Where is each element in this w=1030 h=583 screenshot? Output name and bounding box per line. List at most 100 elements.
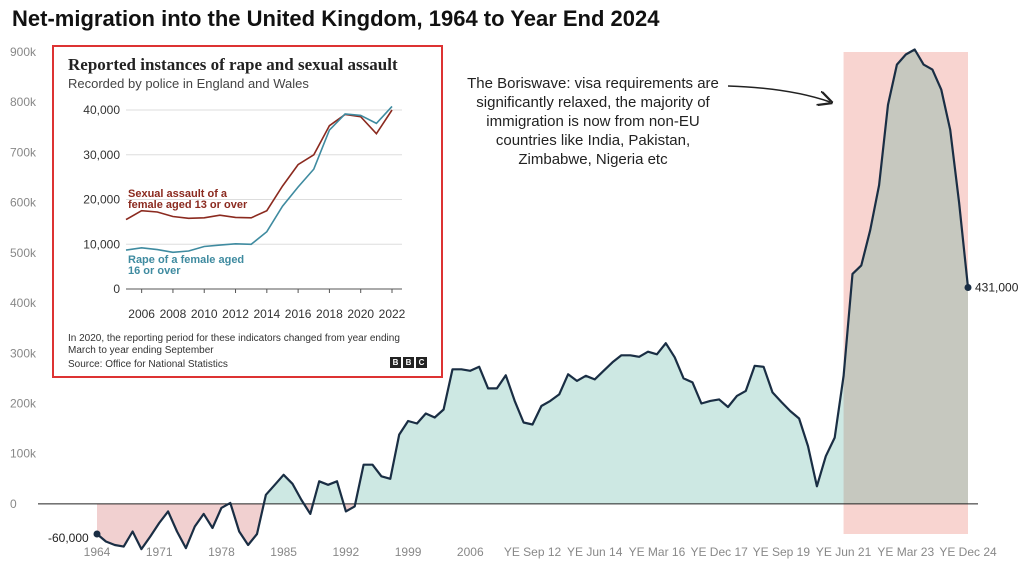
- data-point: [505, 374, 507, 376]
- inset-x-tick-label: 2012: [222, 307, 249, 321]
- data-point: [629, 354, 631, 356]
- inset-chart-panel: Reported instances of rape and sexual as…: [52, 45, 443, 378]
- end-value-label: 431,000: [975, 280, 1019, 294]
- x-tick-label: YE Dec 17: [690, 545, 748, 559]
- data-point: [149, 535, 151, 538]
- data-point: [620, 354, 622, 356]
- x-tick-label: 1964: [84, 545, 111, 559]
- x-tick-label: 1978: [208, 545, 235, 559]
- data-point: [665, 342, 667, 344]
- inset-title: Reported instances of rape and sexual as…: [68, 55, 398, 74]
- x-tick-label: YE Dec 24: [939, 545, 997, 559]
- page-title: Net-migration into the United Kingdom, 1…: [12, 6, 660, 31]
- data-point: [603, 370, 605, 372]
- inset-y-tick-label: 0: [113, 282, 120, 296]
- data-point: [745, 390, 747, 392]
- inset-series-label: Sexual assault of a: [128, 188, 228, 200]
- data-point: [185, 547, 187, 549]
- y-tick-label: 300k: [10, 346, 37, 360]
- y-tick-label: 800k: [10, 95, 37, 109]
- inset-series-label: Rape of a female aged: [128, 254, 244, 266]
- data-point: [256, 533, 258, 535]
- x-tick-label: YE Sep 12: [504, 545, 562, 559]
- data-point: [131, 530, 134, 533]
- inset-source: Source: Office for National Statistics: [68, 359, 228, 370]
- data-point: [558, 393, 560, 396]
- data-point: [771, 391, 774, 394]
- annotation-arrow: [727, 85, 830, 102]
- data-point: [238, 530, 240, 533]
- data-point: [869, 229, 871, 231]
- data-point: [176, 530, 178, 533]
- data-point: [345, 510, 347, 513]
- data-point: [905, 53, 907, 56]
- data-point: [754, 365, 756, 367]
- data-point: [691, 381, 694, 383]
- data-point: [478, 366, 480, 368]
- data-point: [958, 202, 960, 204]
- data-point: [540, 405, 542, 407]
- data-point: [842, 375, 845, 377]
- data-point: [531, 423, 534, 426]
- inset-y-tick-label: 20,000: [83, 193, 120, 207]
- bbc-logo-letter: B: [403, 357, 414, 368]
- inset-x-tick-label: 2022: [379, 307, 406, 321]
- data-point: [682, 377, 685, 379]
- y-tick-label: 100k: [10, 447, 37, 461]
- bbc-logo-letter: C: [416, 357, 427, 368]
- data-point: [789, 410, 791, 412]
- end-point-marker: [964, 283, 972, 291]
- data-point: [718, 398, 720, 401]
- y-tick-label: 700k: [10, 145, 37, 159]
- data-point: [798, 417, 800, 420]
- data-point: [220, 507, 223, 509]
- inset-x-tick-label: 2020: [347, 307, 374, 321]
- y-tick-label: 500k: [10, 246, 37, 260]
- data-point: [265, 494, 267, 496]
- inset-x-tick-label: 2008: [160, 307, 187, 321]
- data-point: [167, 510, 169, 513]
- data-point: [638, 356, 640, 358]
- data-point: [327, 484, 329, 486]
- data-point: [594, 378, 596, 380]
- inset-x-tick-label: 2006: [128, 307, 155, 321]
- positive-area: [97, 49, 968, 504]
- x-tick-label: 1992: [333, 545, 360, 559]
- data-point: [336, 480, 338, 482]
- inset-y-tick-label: 10,000: [83, 237, 120, 251]
- data-point: [851, 273, 854, 275]
- data-point: [656, 353, 658, 355]
- data-point: [834, 437, 836, 439]
- data-point: [549, 400, 551, 402]
- data-point: [114, 544, 116, 546]
- data-point: [460, 368, 462, 370]
- data-point: [860, 264, 862, 266]
- inset-x-tick-label: 2016: [285, 307, 312, 321]
- data-point: [647, 351, 649, 353]
- bbc-logo-letter: B: [390, 357, 401, 368]
- data-point: [931, 68, 934, 71]
- y-tick-label: 400k: [10, 296, 37, 310]
- data-point: [363, 464, 365, 466]
- data-point: [878, 184, 880, 186]
- data-point: [247, 544, 249, 546]
- data-point: [816, 485, 818, 487]
- data-point: [194, 525, 196, 528]
- data-point: [736, 395, 738, 397]
- data-point: [203, 513, 205, 515]
- inset-series-label: female aged 13 or over: [128, 199, 248, 211]
- data-point: [300, 499, 303, 501]
- data-point: [443, 408, 445, 411]
- bbc-logo: B B C: [390, 357, 427, 368]
- data-point: [105, 540, 107, 543]
- inset-series-line: [125, 105, 393, 254]
- data-point: [291, 483, 294, 485]
- data-point: [709, 400, 711, 402]
- data-point: [371, 464, 374, 466]
- inset-y-tick-label: 30,000: [83, 148, 120, 162]
- data-point: [825, 455, 827, 457]
- x-tick-label: YE Jun 14: [567, 545, 623, 559]
- data-point: [940, 89, 942, 91]
- inset-y-tick-label: 40,000: [83, 103, 120, 117]
